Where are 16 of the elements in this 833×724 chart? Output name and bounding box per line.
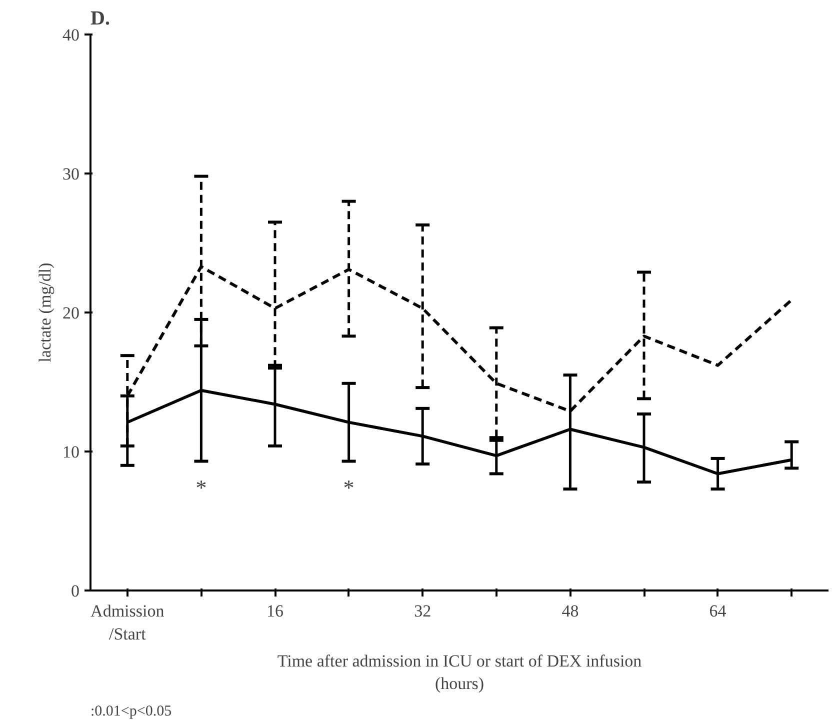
y-tick-label: 30 <box>62 164 80 184</box>
x-tick-label: 32 <box>414 602 432 620</box>
chart-title: D. <box>90 8 110 30</box>
y-axis-title: lactate (mg/dl) <box>36 262 54 362</box>
x-tick-label: 64 <box>709 602 727 620</box>
annotation: * <box>196 475 207 500</box>
y-tick-label: 20 <box>62 304 80 322</box>
x-tick-label: 48 <box>562 602 579 620</box>
text: :0.01<p<0.05 <box>90 704 172 720</box>
y-tick-label: 0 <box>71 582 80 600</box>
y-tick-label: 10 <box>62 442 80 462</box>
annotation: * <box>343 475 354 500</box>
y-tick-label: 40 <box>62 26 80 44</box>
x-tick-label: 16 <box>266 602 284 620</box>
x-tick-label: Admission /Start <box>90 602 165 644</box>
x-axis-title: Time after admission in ICU or start of DEX infusion (hours) <box>277 651 642 694</box>
